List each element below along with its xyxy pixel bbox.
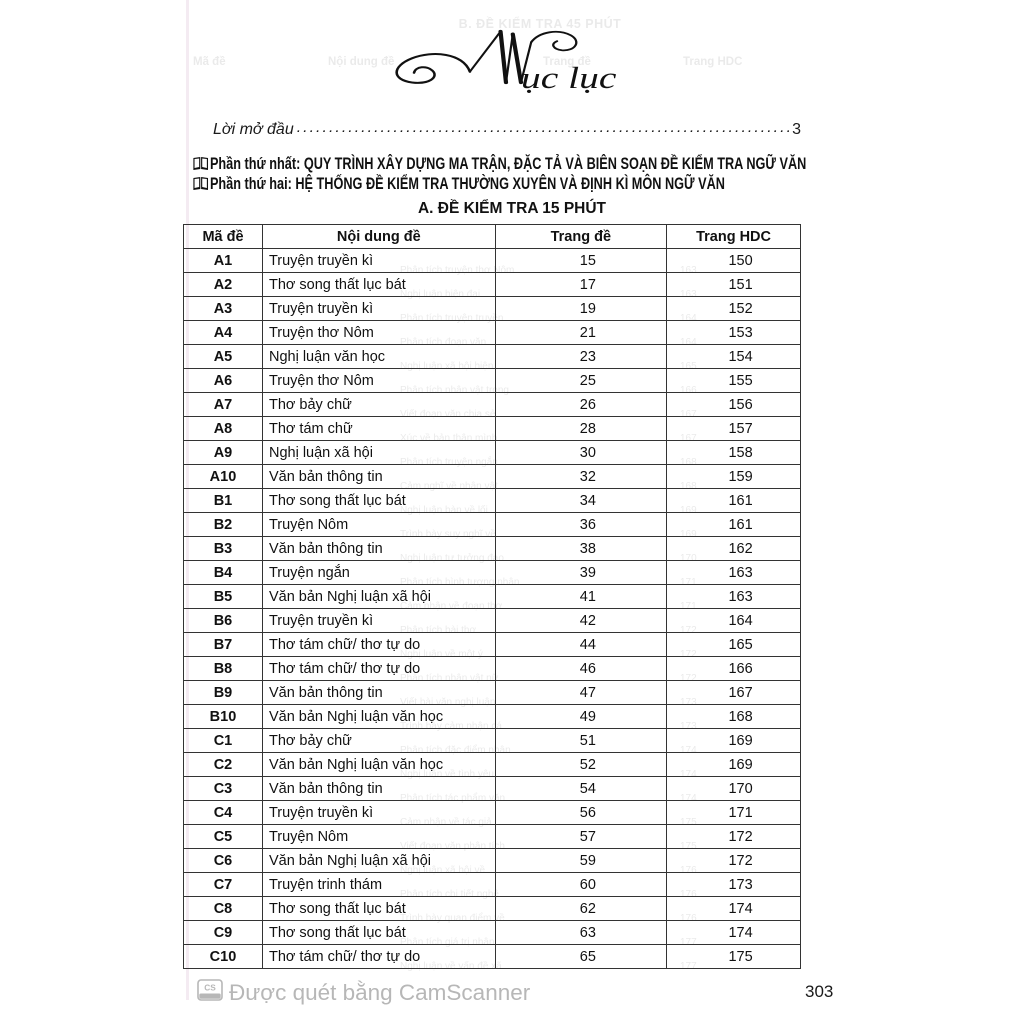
svg-text:CS: CS xyxy=(204,983,216,993)
svg-text:ục lục: ục lục xyxy=(521,60,617,95)
